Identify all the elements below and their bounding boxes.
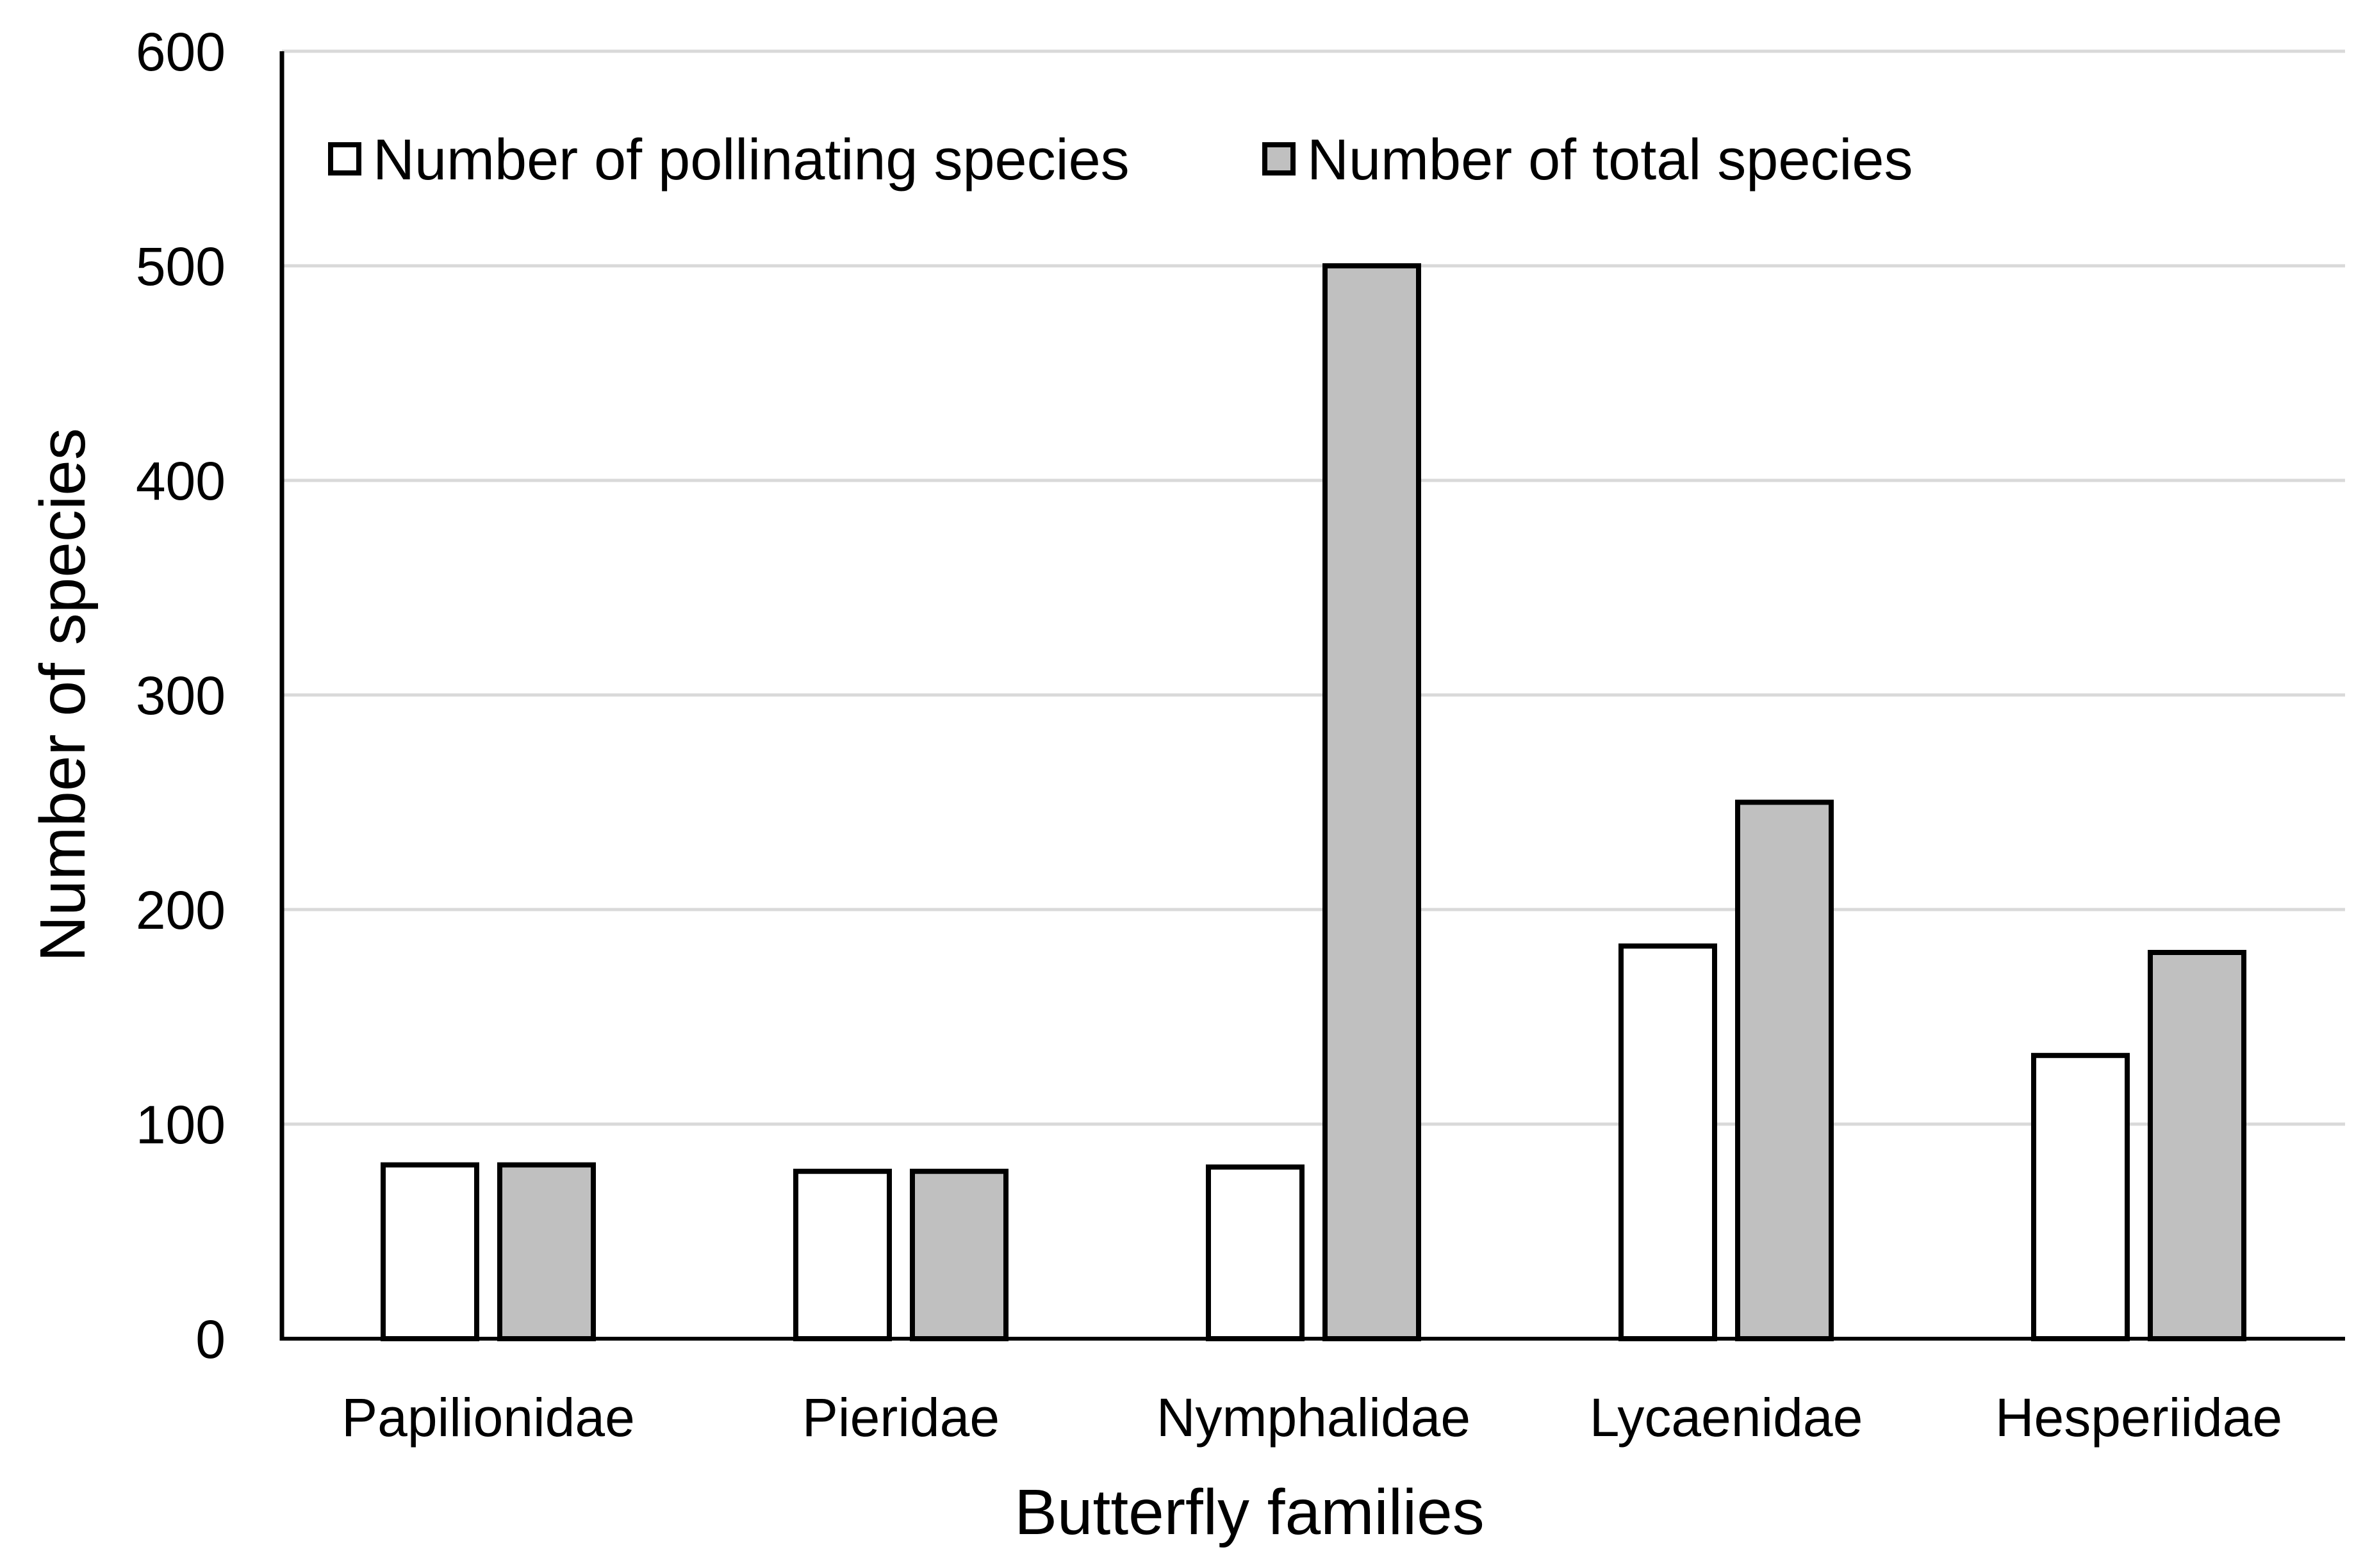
y-tick-label: 500 xyxy=(136,236,226,297)
axes xyxy=(279,51,2345,1341)
legend-swatch-total xyxy=(1262,142,1296,176)
bars xyxy=(381,263,2246,1342)
y-tick-label: 400 xyxy=(136,451,226,511)
y-tick-label: 0 xyxy=(195,1309,226,1369)
x-category-label: Hesperiidae xyxy=(1995,1387,2282,1448)
gridlines xyxy=(282,49,2345,1126)
y-tick-labels: 0 100 200 300 400 500 600 xyxy=(136,22,226,1369)
legend-label-pollinating: Number of pollinating species xyxy=(373,128,1130,192)
bar-pollinating-nymphalidae xyxy=(1206,1164,1305,1341)
legend-label-total: Number of total species xyxy=(1307,128,1913,192)
bar-pollinating-papilionidae xyxy=(381,1162,479,1342)
y-tick-label: 300 xyxy=(136,666,226,726)
bar-pollinating-lycaenidae xyxy=(1618,943,1717,1341)
legend-swatch-pollinating xyxy=(328,142,361,176)
y-tick-label: 600 xyxy=(136,22,226,82)
x-category-labels: Papilionidae Pieridae Nymphalidae Lycaenida… xyxy=(342,1387,2282,1448)
legend: Number of pollinating species Number of … xyxy=(328,128,1913,192)
y-tick-label: 200 xyxy=(136,880,226,940)
bar-pollinating-hesperiidae xyxy=(2031,1052,2130,1342)
bar-total-pieridae xyxy=(910,1168,1009,1341)
bar-total-lycaenidae xyxy=(1735,799,1834,1341)
y-axis-title: Number of species xyxy=(27,428,99,962)
x-category-label: Pieridae xyxy=(802,1387,1000,1448)
x-axis-title: Butterfly families xyxy=(1014,1476,1485,1548)
bar-pollinating-pieridae xyxy=(793,1168,892,1341)
bar-total-papilionidae xyxy=(497,1162,596,1342)
bar-total-hesperiidae xyxy=(2148,950,2246,1341)
y-tick-label: 100 xyxy=(136,1095,226,1155)
bar-total-nymphalidae xyxy=(1322,263,1421,1341)
x-category-label: Nymphalidae xyxy=(1157,1387,1470,1448)
x-category-label: Papilionidae xyxy=(342,1387,635,1448)
x-category-label: Lycaenidae xyxy=(1590,1387,1863,1448)
